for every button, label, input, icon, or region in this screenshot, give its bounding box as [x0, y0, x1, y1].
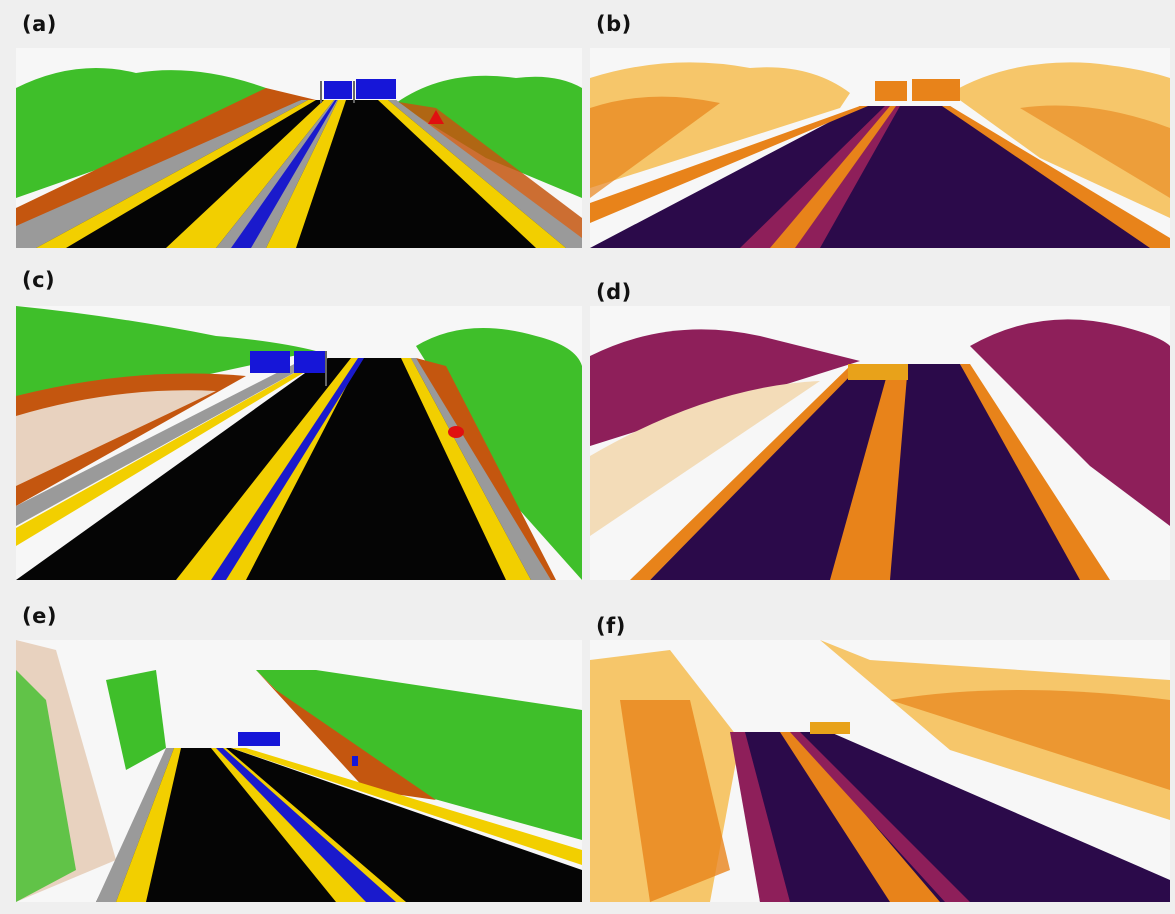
panel-c-semantic-point-cloud: [16, 306, 582, 580]
warning-sign: [428, 110, 444, 124]
panel-e-semantic-point-cloud: [16, 640, 582, 902]
road-surface: [740, 732, 1170, 902]
sign-board-left: [324, 81, 352, 99]
panel-label-e: (e): [22, 604, 57, 628]
road-surface: [590, 106, 1170, 248]
vegetation-right: [396, 75, 582, 198]
panel-label-f: (f): [596, 614, 626, 638]
panel-a-semantic-point-cloud: [16, 48, 582, 248]
panel-label-b: (b): [596, 12, 632, 36]
vegetation-left: [16, 68, 286, 198]
panel-label-d: (d): [596, 280, 632, 304]
road-surface: [96, 748, 582, 902]
median-blue: [231, 100, 337, 248]
panel-label-c: (c): [22, 268, 56, 292]
panel-b-intensity-point-cloud: [590, 48, 1170, 248]
panel-d-intensity-point-cloud: [590, 306, 1170, 580]
panel-f-intensity-point-cloud: [590, 640, 1170, 902]
warning-sign: [448, 426, 464, 438]
panel-label-a: (a): [22, 12, 57, 36]
sign-board-right: [356, 79, 396, 99]
